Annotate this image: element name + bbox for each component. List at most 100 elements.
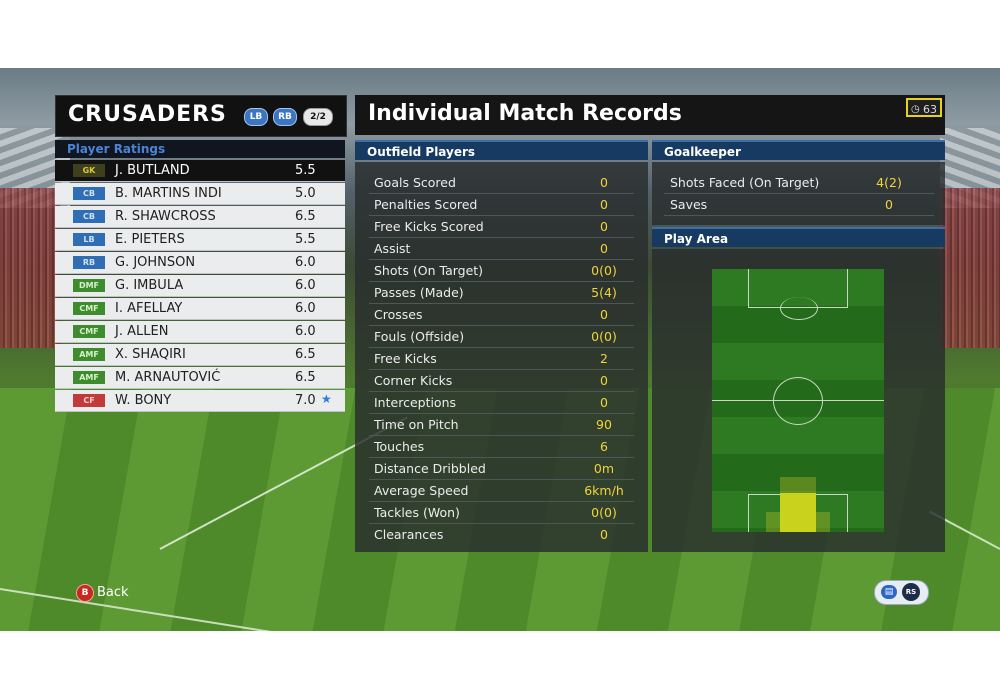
position-badge: CMF	[73, 325, 105, 338]
stat-label: Free Kicks	[374, 351, 437, 366]
stat-label: Distance Dribbled	[374, 461, 486, 476]
stat-value: 0(0)	[591, 263, 617, 278]
stat-value: 0	[600, 307, 608, 322]
player-row[interactable]: CF W. BONY 7.0 ★	[55, 390, 345, 412]
stat-row: Passes (Made) 5(4)	[369, 282, 634, 304]
penalty-box-line	[748, 494, 749, 532]
penalty-box-line	[847, 269, 848, 307]
stat-value: 4(2)	[876, 175, 902, 190]
play-area-pitch	[712, 269, 884, 532]
stat-value: 6km/h	[584, 483, 624, 498]
page-title: Individual Match Records	[368, 101, 682, 126]
player-rating: 6.5	[295, 370, 316, 385]
player-rating: 6.0	[295, 301, 316, 316]
penalty-box-line	[748, 269, 749, 307]
player-row[interactable]: DMF G. IMBULA 6.0	[55, 275, 345, 297]
center-circle	[773, 377, 823, 425]
stat-label: Assist	[374, 241, 411, 256]
stat-value: 2	[600, 351, 608, 366]
stat-row: Penalties Scored 0	[369, 194, 634, 216]
star-icon: ★	[321, 392, 332, 406]
player-name: J. BUTLAND	[115, 163, 190, 178]
player-row[interactable]: LB E. PIETERS 5.5	[55, 229, 345, 251]
player-name: J. ALLEN	[115, 324, 169, 339]
stat-label: Crosses	[374, 307, 423, 322]
player-row[interactable]: CMF J. ALLEN 6.0	[55, 321, 345, 343]
rb-button-icon[interactable]: RB	[273, 108, 297, 126]
stat-value: 0	[600, 175, 608, 190]
stat-row: Interceptions 0	[369, 392, 634, 414]
heatmap-zone	[780, 493, 816, 532]
back-label: Back	[97, 585, 129, 600]
stat-row: Shots Faced (On Target) 4(2)	[664, 172, 934, 194]
player-ratings-label: Player Ratings	[55, 140, 345, 158]
player-name: G. JOHNSON	[115, 255, 196, 270]
stat-row: Time on Pitch 90	[369, 414, 634, 436]
position-badge: CB	[73, 187, 105, 200]
stat-label: Fouls (Offside)	[374, 329, 465, 344]
right-stick-icon: RS	[902, 583, 920, 601]
stat-label: Interceptions	[374, 395, 457, 410]
stat-row: Crosses 0	[369, 304, 634, 326]
stat-row: Clearances 0	[369, 524, 634, 545]
player-row[interactable]: RB G. JOHNSON 6.0	[55, 252, 345, 274]
player-list: GK J. BUTLAND 5.5 CB B. MARTINS INDI 5.0…	[55, 160, 345, 413]
stat-label: Free Kicks Scored	[374, 219, 484, 234]
stat-row: Free Kicks 2	[369, 348, 634, 370]
team-name: CRUSADERS	[68, 102, 227, 127]
stat-value: 0	[600, 241, 608, 256]
player-row[interactable]: AMF X. SHAQIRI 6.5	[55, 344, 345, 366]
position-badge: DMF	[73, 279, 105, 292]
goalkeeper-header: Goalkeeper	[652, 140, 945, 160]
penalty-box-line	[847, 494, 848, 532]
stat-label: Clearances	[374, 527, 444, 542]
player-row[interactable]: CMF I. AFELLAY 6.0	[55, 298, 345, 320]
stat-row: Saves 0	[664, 194, 934, 216]
stat-value: 90	[596, 417, 612, 432]
position-badge: CB	[73, 210, 105, 223]
stat-value: 0	[600, 219, 608, 234]
player-name: M. ARNAUTOVIĆ	[115, 370, 221, 385]
position-badge: RB	[73, 256, 105, 269]
stat-row: Fouls (Offside) 0(0)	[369, 326, 634, 348]
stat-row: Goals Scored 0	[369, 172, 634, 194]
stat-value: 0	[600, 527, 608, 542]
player-row[interactable]: GK J. BUTLAND 5.5	[55, 160, 345, 182]
player-name: B. MARTINS INDI	[115, 186, 222, 201]
crowd-stand-left	[0, 188, 60, 348]
stat-value: 0(0)	[591, 329, 617, 344]
outfield-players-header: Outfield Players	[355, 140, 648, 160]
player-name: W. BONY	[115, 393, 172, 408]
player-name: R. SHAWCROSS	[115, 209, 216, 224]
player-name: E. PIETERS	[115, 232, 185, 247]
stat-value: 0	[600, 373, 608, 388]
player-row[interactable]: CB R. SHAWCROSS 6.5	[55, 206, 345, 228]
goalkeeper-stats: Shots Faced (On Target) 4(2) Saves 0	[652, 162, 945, 225]
stat-value: 0	[600, 395, 608, 410]
stat-value: 5(4)	[591, 285, 617, 300]
stat-row: Touches 6	[369, 436, 634, 458]
player-rating: 5.5	[295, 232, 316, 247]
player-row[interactable]: AMF M. ARNAUTOVIĆ 6.5	[55, 367, 345, 389]
stat-value: 6	[600, 439, 608, 454]
position-badge: AMF	[73, 371, 105, 384]
position-badge: CF	[73, 394, 105, 407]
stat-label: Saves	[670, 197, 708, 212]
stat-value: 0	[885, 197, 893, 212]
player-rating: 6.0	[295, 324, 316, 339]
player-name: I. AFELLAY	[115, 301, 183, 316]
player-row[interactable]: CB B. MARTINS INDI 5.0	[55, 183, 345, 205]
stat-row: Assist 0	[369, 238, 634, 260]
play-area-header: Play Area	[652, 227, 945, 247]
stat-label: Goals Scored	[374, 175, 456, 190]
view-toggle-control[interactable]: ▤ RS	[874, 580, 929, 605]
stat-label: Passes (Made)	[374, 285, 464, 300]
player-rating: 6.0	[295, 278, 316, 293]
stat-label: Shots (On Target)	[374, 263, 484, 278]
lb-button-icon[interactable]: LB	[244, 108, 268, 126]
stat-label: Penalties Scored	[374, 197, 478, 212]
stat-value: 0(0)	[591, 505, 617, 520]
player-rating: 6.5	[295, 209, 316, 224]
position-badge: GK	[73, 164, 105, 177]
stat-row: Shots (On Target) 0(0)	[369, 260, 634, 282]
